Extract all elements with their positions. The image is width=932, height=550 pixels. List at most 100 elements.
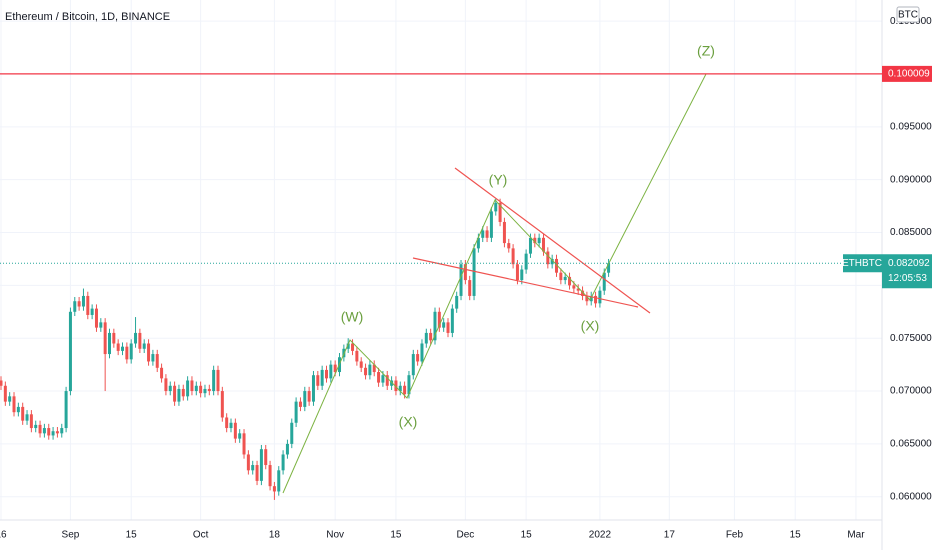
candle-body — [64, 391, 68, 429]
candle-body — [294, 401, 298, 423]
x-tick-label: 15 — [126, 530, 138, 541]
candle-body — [576, 288, 580, 291]
candle-body — [251, 465, 255, 471]
currency-badge[interactable] — [896, 6, 920, 23]
upper-trendline — [454, 167, 651, 314]
candle-body — [129, 343, 133, 360]
candle-body — [29, 414, 33, 429]
x-tick-label: 18 — [269, 530, 281, 541]
candle-body — [602, 272, 606, 291]
candle-body — [25, 414, 29, 421]
x-tick-label: Dec — [456, 530, 474, 541]
candle-body — [207, 388, 211, 392]
candle-body — [116, 343, 120, 351]
candle-body — [60, 428, 64, 434]
candle-body — [442, 322, 446, 328]
candle-body — [125, 346, 129, 360]
candle-body — [229, 422, 233, 429]
candle-body — [511, 248, 515, 265]
candle-body — [3, 385, 7, 402]
candle-body — [489, 211, 493, 238]
candle-body — [528, 237, 532, 254]
candle-body — [147, 343, 151, 362]
candle-body — [385, 375, 389, 386]
candle-body — [416, 354, 420, 362]
y-tick-label: 0.070000 — [890, 386, 932, 397]
x-tick-label: 16 — [0, 530, 7, 541]
y-tick-label: 0.065000 — [890, 439, 932, 450]
candle-body — [320, 369, 324, 386]
candle-body — [268, 465, 272, 487]
x-tick-label: 2022 — [589, 530, 612, 541]
candle-body — [398, 385, 402, 392]
candle-body — [563, 276, 567, 281]
candle-body — [90, 308, 94, 315]
last-price-label: 0.082092 — [888, 258, 930, 269]
candle-body — [520, 269, 524, 281]
candle-body — [381, 375, 385, 383]
candle-body — [55, 431, 59, 434]
candle-body — [607, 263, 611, 273]
candle-body — [99, 322, 103, 328]
candle-body — [429, 332, 433, 341]
candle-body — [568, 276, 572, 286]
x-tick-label: 15 — [390, 530, 402, 541]
candle-body — [594, 295, 598, 304]
candle-body — [472, 248, 476, 296]
candle-body — [38, 424, 42, 434]
candle-body — [585, 295, 589, 302]
candle-body — [73, 301, 77, 312]
x-tick-label: 15 — [790, 530, 802, 541]
candle-body — [160, 367, 164, 379]
candle-body — [186, 380, 190, 397]
candle-body — [77, 301, 81, 307]
wave-label: (Z) — [697, 43, 715, 59]
candle-body — [199, 385, 203, 394]
candle-body — [238, 433, 242, 439]
candle-body — [138, 332, 142, 349]
chart-title: Ethereum / Bitcoin, 1D, BINANCE — [5, 11, 170, 23]
candle-body — [311, 375, 315, 402]
candle-body — [264, 449, 268, 466]
y-tick-label: 0.090000 — [890, 174, 932, 185]
candle-body — [572, 285, 576, 289]
candle-body — [485, 230, 489, 238]
candle-body — [68, 311, 72, 392]
lower-trendline — [412, 257, 639, 308]
candle-body — [272, 486, 276, 492]
candle-body — [559, 272, 563, 281]
candle-body — [21, 406, 25, 421]
candle-body — [212, 369, 216, 392]
wave-label: (X) — [399, 414, 418, 430]
candle-body — [203, 388, 207, 394]
candle-body — [502, 221, 506, 244]
candle-body — [303, 391, 307, 407]
price-labels: 0.100009 ETHBTC 0.082092 12:05:53 — [0, 65, 932, 289]
candle-body — [546, 251, 550, 265]
candle-body — [190, 380, 194, 392]
candle-body — [134, 332, 138, 344]
candle-body — [216, 369, 220, 392]
x-tick-label: 15 — [521, 530, 533, 541]
candle-body — [433, 311, 437, 341]
candle-body — [494, 202, 498, 212]
x-tick-label: Oct — [193, 530, 209, 541]
candle-body — [290, 422, 294, 444]
candle-body — [550, 258, 554, 265]
candle-body — [168, 385, 172, 392]
candle-body — [181, 388, 185, 397]
candle-body — [437, 311, 441, 328]
candle-body — [407, 375, 411, 395]
candle-body — [515, 264, 519, 281]
candle-body — [121, 346, 125, 351]
x-tick-label: Sep — [62, 530, 80, 541]
candle-body — [246, 454, 250, 471]
x-tick-label: Nov — [326, 530, 344, 541]
x-tick-label: 17 — [664, 530, 676, 541]
candle-body — [225, 417, 229, 429]
candle-body — [12, 396, 16, 413]
candle-body — [411, 354, 415, 376]
candle-body — [394, 380, 398, 392]
currency-label: BTC — [898, 10, 918, 21]
